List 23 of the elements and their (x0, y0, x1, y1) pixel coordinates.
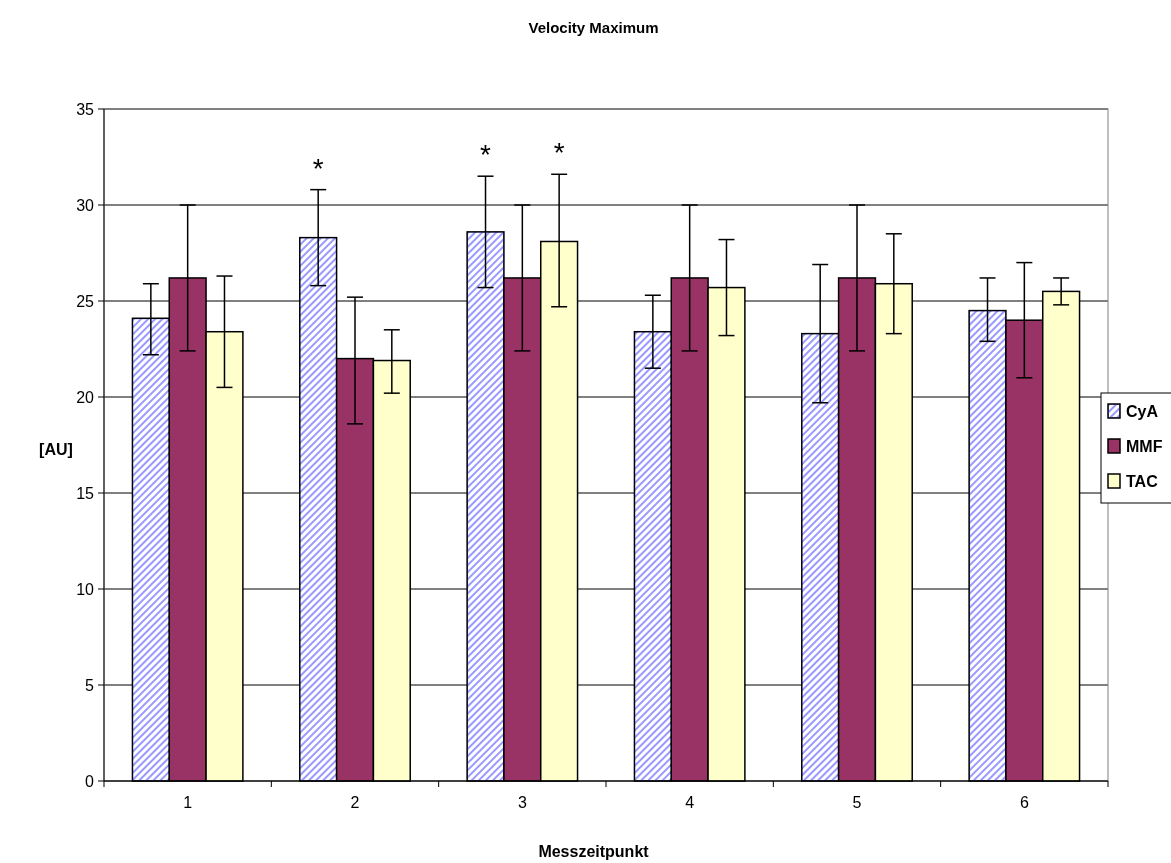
x-tick-label: 4 (685, 794, 695, 811)
y-tick-label: 5 (85, 677, 95, 694)
legend-label: TAC (1126, 473, 1159, 490)
y-tick-label: 35 (76, 101, 95, 118)
y-axis-title: [AU] (39, 441, 73, 458)
y-tick-label: 10 (76, 581, 95, 598)
annotation: * (312, 152, 324, 184)
y-tick-label: 30 (76, 197, 95, 214)
x-tick-label: 1 (183, 794, 193, 811)
legend-label: MMF (1126, 438, 1163, 455)
legend-label: CyA (1126, 403, 1159, 420)
chart-title: Velocity Maximum (528, 19, 659, 36)
y-tick-label: 0 (85, 773, 95, 790)
x-tick-label: 5 (852, 794, 862, 811)
annotation: * (553, 137, 565, 169)
x-tick-label: 6 (1019, 794, 1029, 811)
x-axis-title: Messzeitpunkt (538, 843, 650, 860)
y-tick-label: 20 (76, 389, 95, 406)
y-tick-label: 25 (76, 293, 95, 310)
annotation: * (480, 139, 492, 171)
x-tick-label: 3 (517, 794, 527, 811)
y-tick-label: 15 (76, 485, 95, 502)
x-tick-label: 2 (350, 794, 360, 811)
